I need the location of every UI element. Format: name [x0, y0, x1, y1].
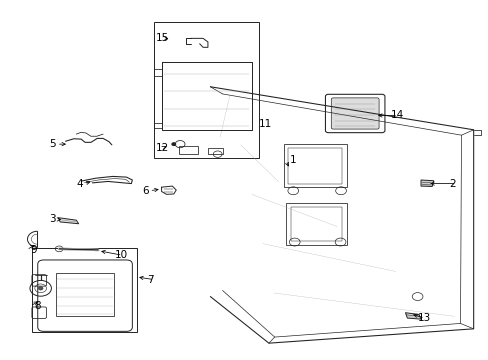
Polygon shape [58, 218, 79, 224]
Text: 12: 12 [156, 143, 169, 153]
Text: 2: 2 [448, 179, 455, 189]
Circle shape [171, 143, 175, 145]
Bar [154, 22, 259, 158]
Bar [285, 203, 346, 244]
Text: 13: 13 [417, 313, 430, 323]
Text: 11: 11 [259, 120, 272, 129]
Text: 15: 15 [156, 33, 169, 43]
Text: 6: 6 [142, 186, 148, 196]
Text: 14: 14 [390, 111, 403, 121]
Text: 8: 8 [34, 301, 41, 311]
Text: 3: 3 [49, 215, 56, 224]
Bar [56, 273, 114, 316]
Text: 1: 1 [289, 155, 296, 165]
Text: 7: 7 [147, 275, 153, 285]
Text: 9: 9 [30, 245, 37, 255]
Bar [32, 248, 137, 332]
Bar [178, 146, 198, 154]
Bar [290, 207, 341, 241]
Bar [207, 148, 222, 154]
Bar [283, 144, 346, 187]
Bar [288, 148, 341, 184]
Circle shape [38, 287, 43, 290]
Polygon shape [405, 313, 420, 319]
Text: 5: 5 [49, 139, 56, 149]
FancyBboxPatch shape [330, 98, 378, 129]
Text: 4: 4 [76, 179, 83, 189]
Polygon shape [420, 180, 433, 186]
Text: 10: 10 [115, 250, 128, 260]
